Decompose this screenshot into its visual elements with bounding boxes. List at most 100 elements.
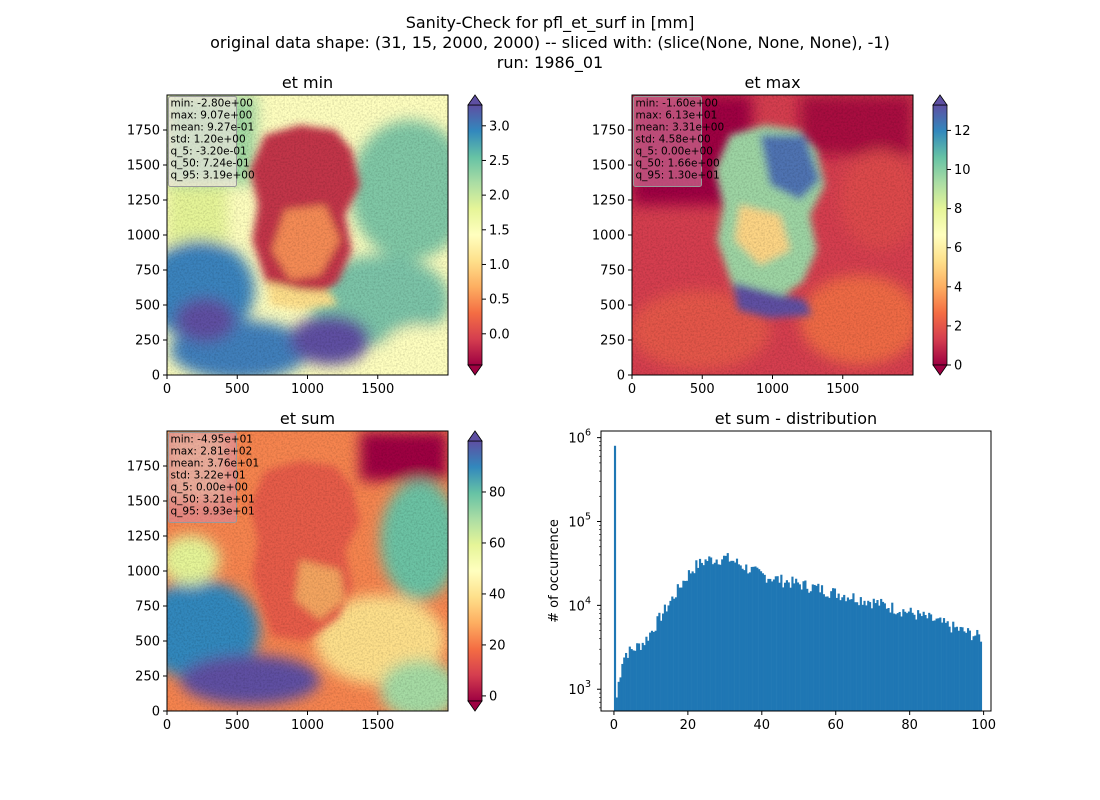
histogram-bar: [924, 615, 927, 711]
stats-line: q_95: 9.93e+01: [171, 506, 255, 518]
histogram-bar: [708, 556, 711, 711]
histogram-bar: [698, 558, 702, 711]
histogram-bar: [819, 592, 822, 711]
suptitle-line-3: run: 1986_01: [496, 53, 604, 72]
x-tick-label: 1500: [826, 382, 859, 397]
histogram-bar: [896, 613, 899, 711]
histogram-bar: [966, 628, 970, 711]
y-tick-label: 750: [135, 264, 160, 279]
histogram-bar: [941, 622, 944, 711]
stats-line: q_50: 1.66e+00: [636, 158, 720, 170]
histogram-bar: [970, 640, 973, 711]
histogram-bar: [872, 598, 875, 711]
histogram-bar: [787, 582, 790, 711]
histogram-bar: [615, 697, 618, 711]
suptitle-line-2: original data shape: (31, 15, 2000, 2000…: [210, 33, 890, 52]
histogram-bar: [905, 613, 909, 711]
histogram-bar: [795, 578, 798, 711]
histogram-bar: [676, 584, 679, 711]
stats-line: std: 3.22e+01: [171, 470, 246, 482]
histogram-bar: [870, 608, 874, 711]
figure-suptitle: Sanity-Check for pfl_et_surf in [mm] ori…: [0, 13, 1100, 73]
y-tick-label: 105: [568, 512, 591, 531]
histogram-bar: [920, 616, 923, 711]
histogram-bar: [885, 608, 888, 711]
y-tick-label: 1500: [127, 495, 160, 510]
histogram-bar: [719, 564, 722, 711]
histogram-bar: [887, 608, 890, 711]
histogram-bar: [632, 650, 635, 711]
y-tick-label: 750: [135, 600, 160, 615]
histogram-bar: [750, 566, 753, 711]
histogram-bar: [846, 597, 849, 711]
y-tick-label: 1500: [592, 159, 625, 174]
colorbar-extend-max: [932, 94, 948, 106]
x-tick-label: 500: [225, 718, 250, 733]
colorbar: 0 2 4 6 8 10 12: [932, 94, 971, 376]
histogram-bar: [789, 587, 792, 711]
histogram-bar: [824, 596, 827, 711]
histogram-bar: [878, 605, 881, 711]
colorbar-tick-label: 0: [489, 689, 497, 704]
histogram-bar: [806, 588, 809, 711]
histogram-bar: [682, 580, 685, 711]
x-axis-ticks: 0 500 1000 1500: [163, 375, 394, 397]
y-tick-label: 500: [135, 299, 160, 314]
histogram-bar: [978, 634, 981, 711]
x-tick-label: 1500: [361, 718, 394, 733]
x-tick-label: 1000: [291, 382, 324, 397]
histogram-bar: [641, 642, 644, 711]
histogram-bar: [728, 561, 731, 711]
y-tick-label: 104: [568, 595, 591, 614]
y-tick-label: 250: [135, 334, 160, 349]
x-axis-ticks: 0 20 40 60 80 100: [610, 711, 996, 733]
histogram-bar: [617, 681, 620, 711]
histogram-bar: [979, 641, 983, 711]
histogram-bar: [917, 610, 920, 711]
histogram-bar: [961, 627, 964, 711]
stats-box-frame: [168, 432, 237, 523]
histogram-bar: [828, 597, 831, 711]
histogram-bar: [955, 626, 959, 711]
histogram-bar: [950, 632, 953, 711]
histogram-bar: [854, 602, 857, 711]
histogram-bar: [820, 585, 824, 711]
histogram-bar: [883, 603, 886, 711]
histogram-bar: [822, 594, 825, 711]
heatmap-image: [167, 431, 448, 711]
colorbar-tick-label: 4: [954, 280, 962, 295]
x-tick-label: 0: [610, 718, 618, 733]
colorbar-tick-label: 3.0: [489, 119, 510, 134]
panel-et-sum-distribution: et sum - distribution 0 20 40 60 80 100 10310…: [547, 409, 996, 733]
colorbar: 0.0 0.5 1.0 1.5 2.0 2.5 3.0: [467, 94, 510, 376]
histogram-bar: [968, 630, 971, 711]
histogram-bar: [686, 580, 689, 711]
histogram-bar: [636, 643, 639, 711]
histogram-bar: [976, 629, 979, 711]
histogram-bar: [691, 571, 694, 711]
histogram-bars: [613, 445, 983, 711]
colorbar-tick-label: 10: [954, 163, 971, 178]
histogram-bar: [928, 612, 931, 711]
histogram-bar: [783, 582, 787, 711]
histogram-bar: [702, 565, 705, 711]
histogram-bar: [704, 559, 707, 711]
x-axis-ticks: 0 500 1000 1500: [163, 711, 394, 733]
histogram-bar: [861, 604, 864, 711]
colorbar-tick-label: 0: [954, 359, 962, 374]
colorbar-tick-label: 2.5: [489, 154, 510, 169]
colorbar-gradient: [467, 104, 483, 366]
colorbar-tick-label: 2.0: [489, 189, 510, 204]
histogram-bar: [891, 602, 894, 711]
histogram-bar: [734, 562, 737, 711]
histogram-bar: [680, 587, 683, 711]
histogram-bar: [937, 618, 940, 711]
stats-box-frame: [168, 96, 237, 187]
stats-line: q_5: -3.20e-01: [171, 146, 247, 158]
histogram-bar: [689, 573, 692, 711]
stats-line: mean: 9.27e-01: [171, 122, 255, 134]
histogram-bar: [697, 567, 700, 711]
histogram-bar: [711, 564, 715, 711]
histogram-bar: [850, 599, 853, 711]
